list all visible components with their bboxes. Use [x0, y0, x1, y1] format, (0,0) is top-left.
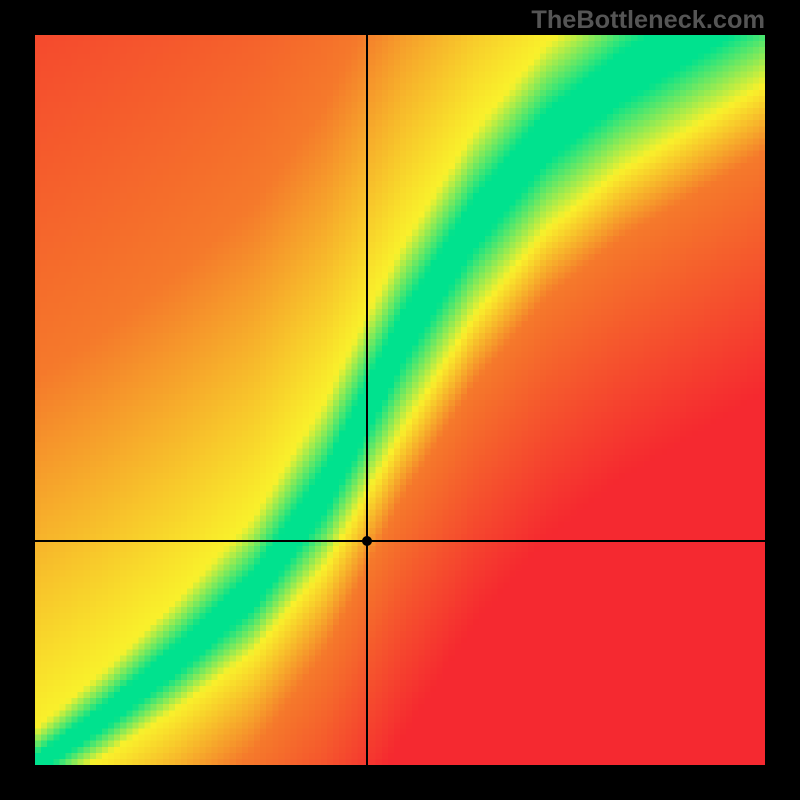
crosshair-vertical — [366, 35, 368, 765]
bottleneck-heatmap — [35, 35, 765, 765]
watermark-text: TheBottleneck.com — [531, 6, 765, 35]
selected-point-marker — [362, 536, 372, 546]
crosshair-horizontal — [35, 540, 765, 542]
